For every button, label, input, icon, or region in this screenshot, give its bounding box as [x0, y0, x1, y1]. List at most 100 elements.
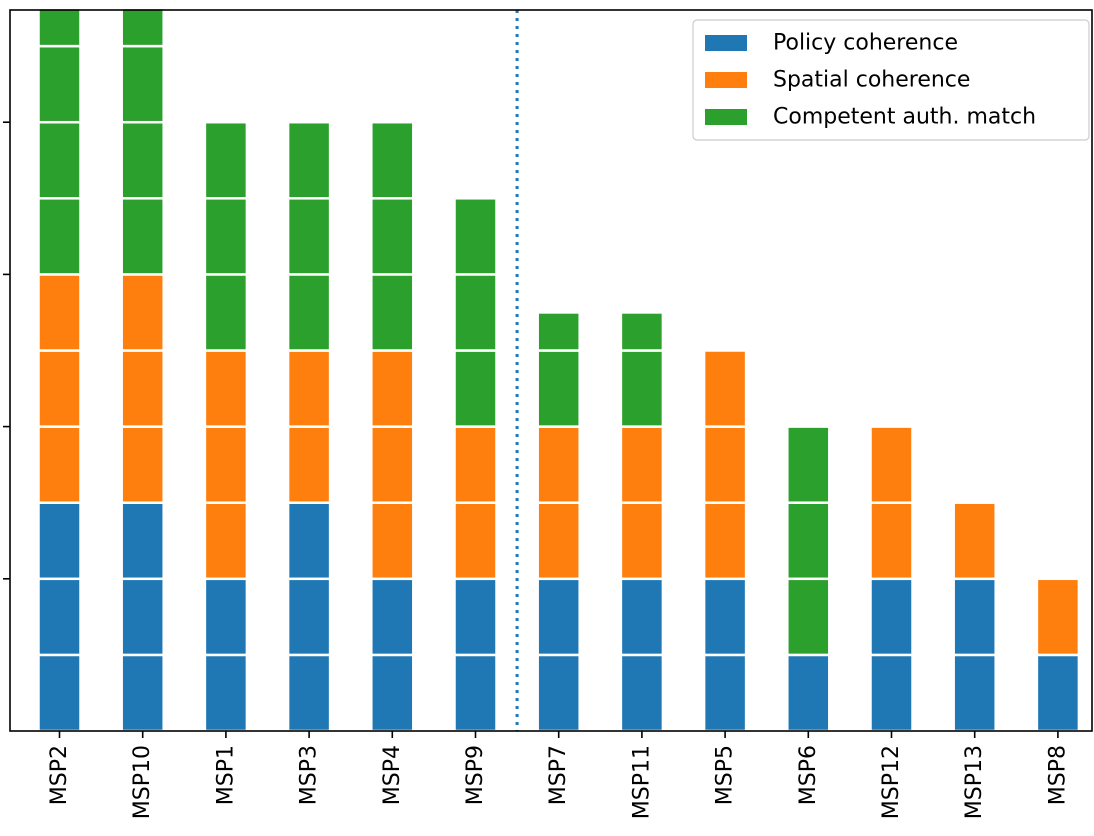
bar-msp7-spatial-coherence-0 [536, 501, 581, 581]
bar-msp4-competent-auth-match-1 [370, 197, 415, 276]
axes-layer: MSP2 MSP10 MSP1 MSP3 MSP4 MSP9 MSP7 MSP11 MSP5 MS… [3, 9, 1093, 819]
bar-msp11-policy-coherence-1 [619, 577, 665, 657]
bar-msp2-competent-auth-match-2 [37, 44, 82, 124]
bar-msp2-policy-coherence-1 [37, 577, 82, 657]
x-tick-label-msp2: MSP2 [47, 745, 72, 805]
plot-frame [9, 9, 1093, 732]
bar-msp7-spatial-coherence-1 [536, 425, 581, 504]
bar-msp7-competent-auth-match-1 [536, 311, 581, 352]
x-tick-label-msp9: MSP9 [463, 745, 488, 805]
bar-msp4-competent-auth-match-0 [370, 273, 415, 352]
bar-msp9-competent-auth-match-0 [453, 349, 498, 428]
bar-msp10-policy-coherence-0 [120, 653, 165, 733]
bar-msp10-competent-auth-match-2 [120, 44, 165, 124]
bar-msp1-competent-auth-match-1 [203, 197, 249, 276]
bar-msp13-policy-coherence-0 [952, 653, 997, 733]
bar-msp10-policy-coherence-1 [120, 577, 165, 657]
bar-msp7-policy-coherence-1 [536, 577, 581, 657]
bar-msp4-policy-coherence-1 [370, 577, 415, 657]
bar-msp2-competent-auth-match-3 [37, 6, 82, 48]
bar-msp1-spatial-coherence-2 [203, 349, 249, 428]
bar-msp9-spatial-coherence-1 [453, 425, 498, 504]
bar-msp5-policy-coherence-0 [702, 653, 748, 733]
bar-msp1-policy-coherence-1 [203, 577, 249, 657]
bar-msp3-policy-coherence-1 [286, 577, 332, 657]
bar-msp2-policy-coherence-2 [37, 501, 82, 581]
bar-msp2-competent-auth-match-1 [37, 120, 82, 200]
x-tick-label-msp11: MSP11 [629, 745, 654, 819]
bar-msp9-policy-coherence-1 [453, 577, 498, 657]
bar-msp7-policy-coherence-0 [536, 653, 581, 733]
bar-msp12-policy-coherence-0 [869, 653, 914, 733]
bar-msp3-policy-coherence-0 [286, 653, 332, 733]
bar-msp1-spatial-coherence-1 [203, 425, 249, 504]
bar-msp9-spatial-coherence-0 [453, 501, 498, 581]
bar-msp9-competent-auth-match-2 [453, 197, 498, 276]
bar-msp10-competent-auth-match-0 [120, 197, 165, 276]
bar-msp10-spatial-coherence-1 [120, 349, 165, 428]
bar-msp10-competent-auth-match-3 [120, 6, 165, 48]
bar-msp10-competent-auth-match-1 [120, 120, 165, 200]
bar-msp6-competent-auth-match-0 [786, 577, 831, 657]
bar-msp12-policy-coherence-1 [869, 577, 914, 657]
bar-msp7-competent-auth-match-0 [536, 349, 581, 428]
bar-msp1-policy-coherence-0 [203, 653, 249, 733]
bar-msp2-policy-coherence-0 [37, 653, 82, 733]
legend-label-competent-auth-match: Competent auth. match [773, 105, 1036, 130]
bar-msp3-spatial-coherence-1 [286, 349, 332, 428]
bar-msp10-spatial-coherence-0 [120, 425, 165, 504]
bars-layer [37, 6, 1081, 733]
bar-msp11-spatial-coherence-0 [619, 501, 665, 581]
bar-msp3-competent-auth-match-2 [286, 120, 332, 200]
bar-msp4-competent-auth-match-2 [370, 120, 415, 200]
x-tick-label-msp3: MSP3 [297, 745, 322, 805]
bar-msp12-spatial-coherence-1 [869, 425, 914, 504]
bar-msp4-policy-coherence-0 [370, 653, 415, 733]
bar-msp10-spatial-coherence-2 [120, 273, 165, 352]
legend-label-policy-coherence: Policy coherence [773, 31, 958, 56]
bar-msp4-spatial-coherence-1 [370, 425, 415, 504]
bar-msp5-spatial-coherence-0 [702, 501, 748, 581]
x-tick-label-msp13: MSP13 [962, 745, 987, 819]
bar-msp5-spatial-coherence-2 [702, 349, 748, 428]
x-tick-label-msp10: MSP10 [130, 745, 155, 819]
x-tick-label-msp6: MSP6 [796, 745, 821, 805]
bar-msp6-competent-auth-match-1 [786, 501, 831, 581]
bar-msp13-spatial-coherence-0 [952, 501, 997, 581]
x-tick-label-msp5: MSP5 [713, 745, 738, 805]
bar-msp1-competent-auth-match-2 [203, 120, 249, 200]
bar-msp4-spatial-coherence-2 [370, 349, 415, 428]
legend-swatch-spatial-coherence [705, 72, 747, 88]
bar-msp11-competent-auth-match-1 [619, 311, 665, 352]
x-tick-label-msp4: MSP4 [380, 745, 405, 805]
x-tick-label-msp7: MSP7 [546, 745, 571, 805]
x-tick-label-msp12: MSP12 [879, 745, 904, 819]
x-tick-label-msp8: MSP8 [1045, 745, 1070, 805]
x-tick-label-msp1: MSP1 [213, 745, 238, 805]
bar-msp3-policy-coherence-2 [286, 501, 332, 581]
bar-msp11-policy-coherence-0 [619, 653, 665, 733]
bar-msp3-competent-auth-match-1 [286, 197, 332, 276]
bar-msp10-policy-coherence-2 [120, 501, 165, 581]
legend-swatch-competent-auth-match [705, 109, 747, 125]
bar-msp1-spatial-coherence-0 [203, 501, 249, 581]
bar-msp5-spatial-coherence-1 [702, 425, 748, 504]
bar-msp1-competent-auth-match-0 [203, 273, 249, 352]
bar-msp3-competent-auth-match-0 [286, 273, 332, 352]
bar-msp12-spatial-coherence-0 [869, 501, 914, 581]
bar-msp2-spatial-coherence-0 [37, 425, 82, 504]
bar-msp6-policy-coherence-0 [786, 653, 831, 733]
legend: Policy coherence Spatial coherence Compete… [692, 19, 1090, 141]
bar-msp5-policy-coherence-1 [702, 577, 748, 657]
bar-msp13-policy-coherence-1 [952, 577, 997, 657]
bar-msp8-spatial-coherence-0 [1035, 577, 1081, 657]
bar-msp11-spatial-coherence-1 [619, 425, 665, 504]
bar-msp6-competent-auth-match-2 [786, 425, 831, 504]
legend-box [692, 19, 1090, 141]
bar-msp2-spatial-coherence-1 [37, 349, 82, 428]
bar-msp9-competent-auth-match-1 [453, 273, 498, 352]
bar-msp9-policy-coherence-0 [453, 653, 498, 733]
bar-msp2-competent-auth-match-0 [37, 197, 82, 276]
bar-msp11-competent-auth-match-0 [619, 349, 665, 428]
